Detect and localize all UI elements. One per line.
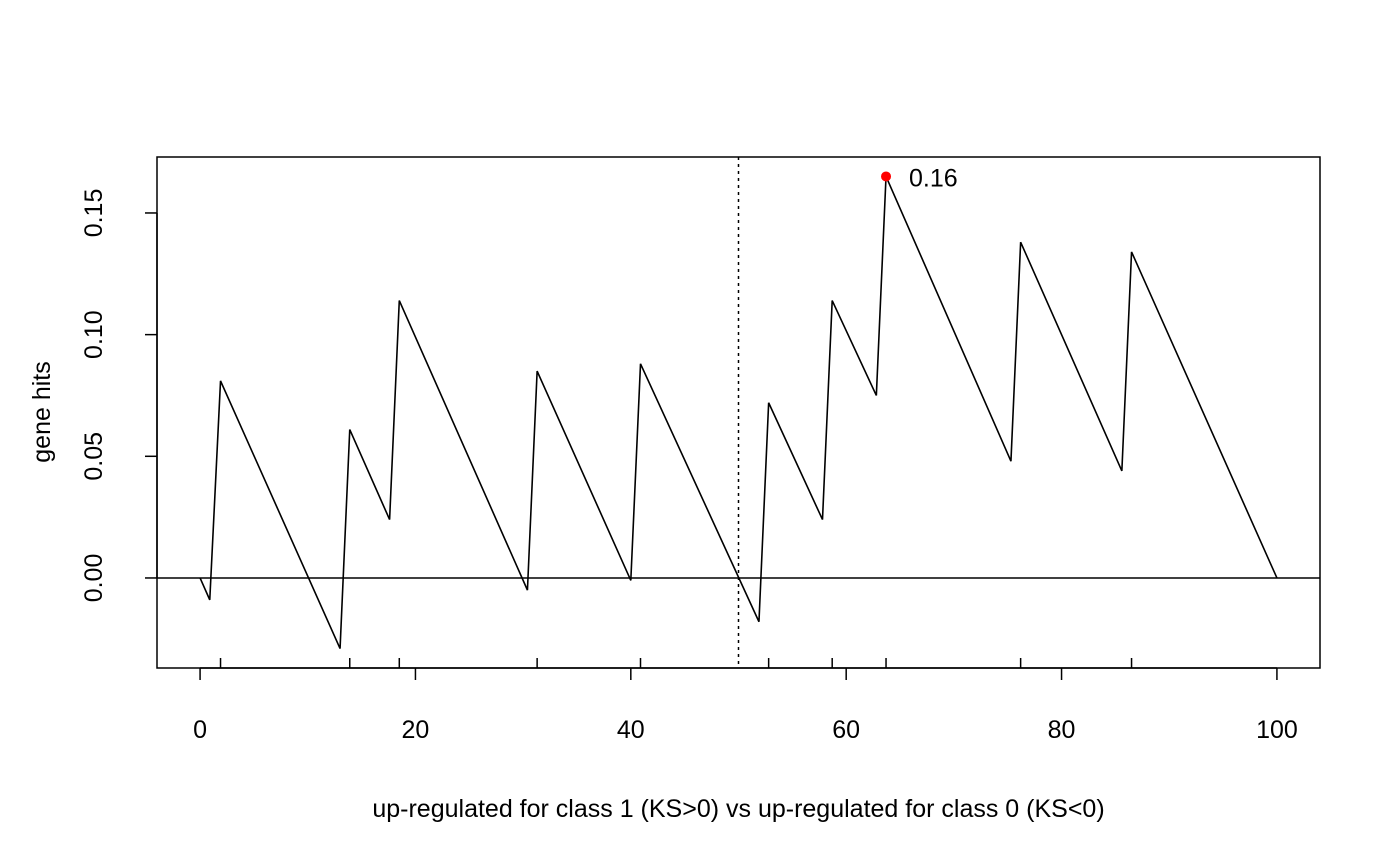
x-tick-label: 0 [193,716,207,744]
y-tick-label: 0.10 [80,310,108,359]
peak-marker [881,171,892,182]
peak-label: 0.16 [909,164,958,192]
series-group [199,176,1278,649]
y-tick-label: 0.15 [80,189,108,238]
x-tick-label: 60 [832,716,860,744]
peak-annotation: 0.16 [881,164,958,192]
x-tick-label: 20 [402,716,430,744]
y-tick-label: 0.00 [80,554,108,603]
y-axis-label: gene hits [28,361,56,462]
y-tick-label: 0.05 [80,432,108,481]
y-axis: 0.00 0.05 0.10 0.15 [80,189,158,603]
x-axis-label: up-regulated for class 1 (KS>0) vs up-re… [372,795,1104,823]
x-tick-label: 80 [1048,716,1076,744]
x-tick-label: 40 [617,716,645,744]
x-tick-label: 100 [1256,716,1298,744]
hit-ticks-group [219,658,1133,668]
x-axis: 0 20 40 60 80 100 [193,667,1298,744]
series-line-0 [199,176,1278,649]
